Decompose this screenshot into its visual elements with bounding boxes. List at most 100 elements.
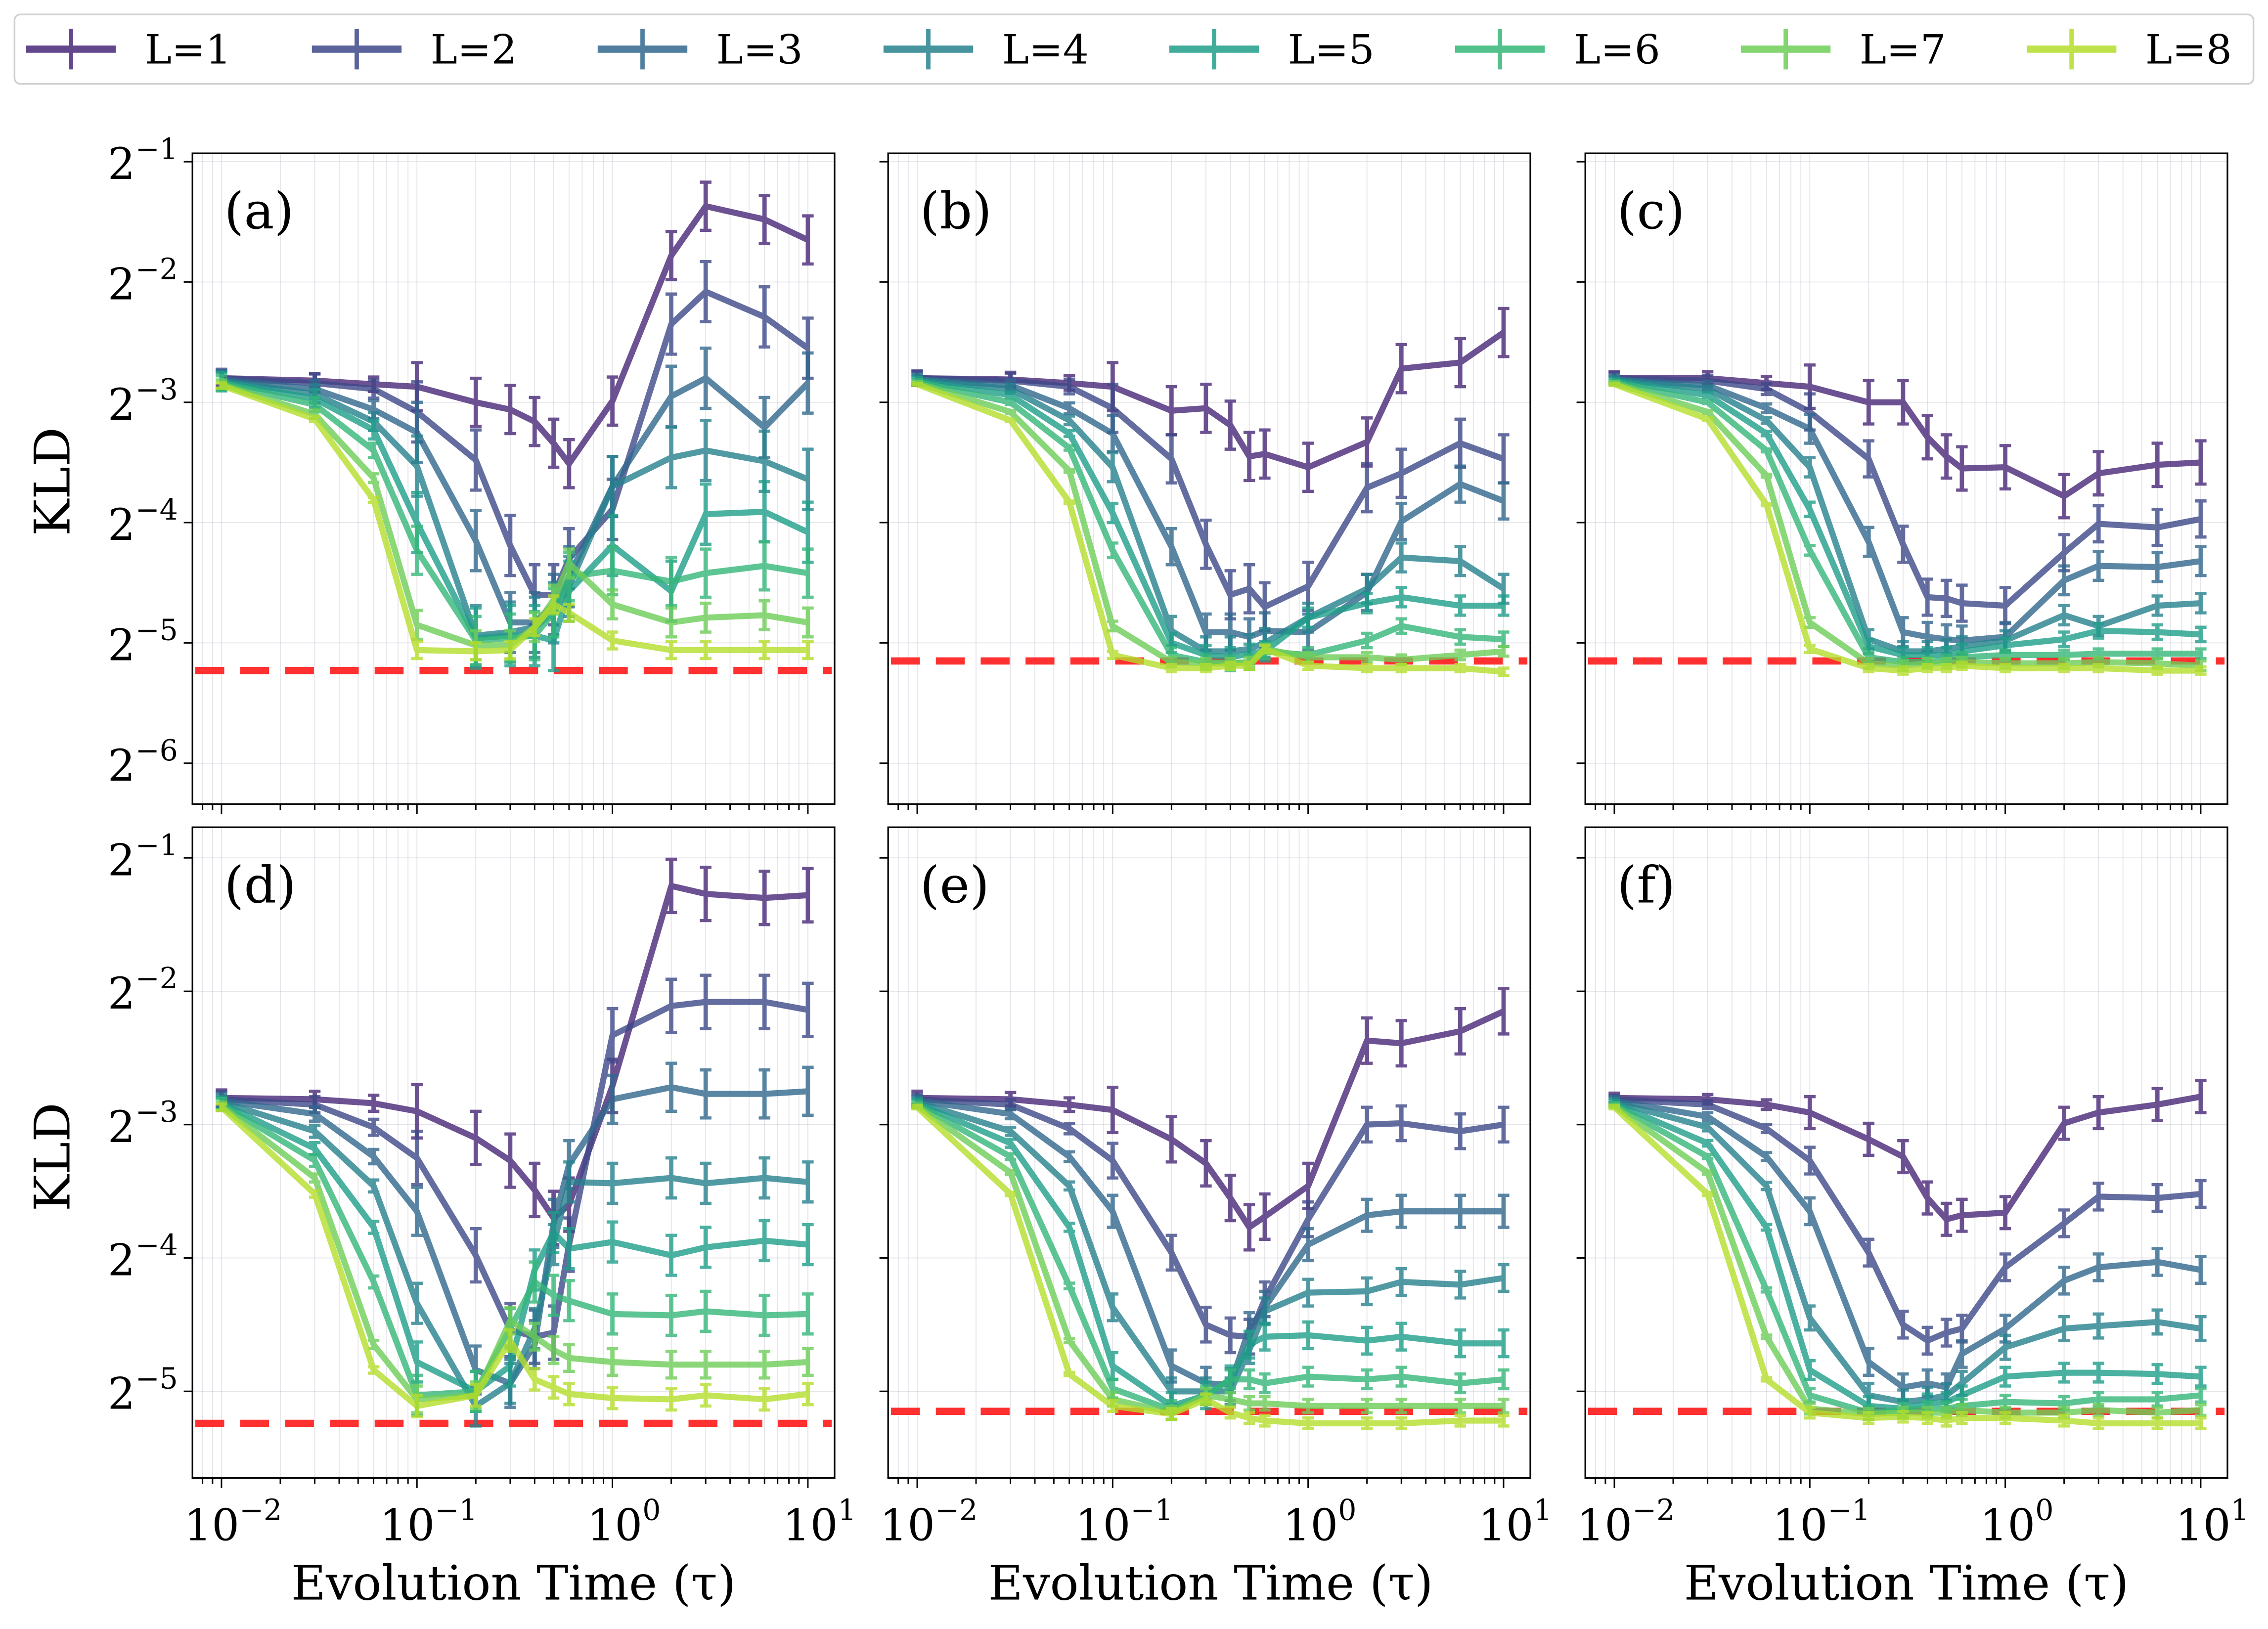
errorbar	[1361, 1276, 1373, 1307]
errorbar	[1760, 382, 1773, 396]
errorbar	[1004, 1125, 1017, 1137]
errorbar	[1361, 1016, 1373, 1065]
errorbar	[700, 1383, 712, 1408]
panel-c: (c)	[1576, 152, 2228, 814]
errorbar	[2151, 1183, 2163, 1213]
errorbar	[309, 415, 321, 424]
errorbar	[367, 1147, 380, 1166]
errorbar	[1498, 987, 1510, 1036]
errorbar	[1224, 399, 1237, 451]
series-L1	[1608, 1079, 2207, 1237]
errorbar	[1107, 451, 1119, 484]
errorbar	[1165, 662, 1178, 674]
errorbar	[367, 378, 380, 400]
errorbar	[411, 525, 423, 576]
errorbar	[1804, 1406, 1816, 1420]
errorbar	[1701, 1153, 1714, 1160]
errorbar	[758, 1293, 770, 1337]
legend-label: L=7	[1860, 27, 1946, 74]
errorbar	[700, 347, 712, 410]
errorbar	[1760, 1098, 1773, 1111]
errorbar	[1804, 1095, 1816, 1131]
series-line	[915, 1105, 1504, 1427]
x-tick-label: 100	[587, 1493, 661, 1550]
errorbar	[529, 1260, 540, 1304]
errorbar	[1259, 1395, 1271, 1412]
errorbar	[1498, 645, 1510, 658]
errorbar	[1454, 594, 1466, 617]
errorbar	[1063, 1222, 1075, 1233]
panel-d: 2−1 2−2 2−3 2−4 2−5 10−2 10−1 100 101 (d)	[108, 826, 856, 1550]
errorbar	[758, 973, 770, 1030]
errorbar	[1804, 644, 1816, 655]
errorbar	[1200, 1392, 1212, 1407]
errorbar	[1395, 541, 1407, 574]
errorbar	[1454, 1413, 1466, 1428]
errorbar	[470, 1383, 482, 1408]
errorbar	[911, 381, 923, 387]
panel-label: (a)	[224, 182, 294, 241]
plot-frame	[1584, 152, 2228, 805]
errorbar	[1004, 1190, 1017, 1197]
errorbar	[1760, 1151, 1773, 1162]
errorbar	[411, 1281, 423, 1325]
errorbar	[2151, 1363, 2163, 1385]
x-tick-label: 10−2	[880, 1493, 978, 1550]
errorbar	[367, 1365, 380, 1375]
errorbar	[470, 376, 482, 428]
errorbar	[309, 1172, 321, 1184]
errorbar	[2092, 550, 2104, 582]
errorbar	[1243, 431, 1255, 483]
errorbar	[470, 428, 482, 492]
errorbar	[563, 603, 575, 623]
errorbar	[1063, 429, 1075, 439]
errorbar	[1063, 1180, 1075, 1192]
errorbar	[1361, 1368, 1373, 1391]
x-axis-label-a: Evolution Time (τ)	[291, 1555, 736, 1611]
errorbar	[1395, 1193, 1407, 1229]
errorbar	[1804, 456, 1816, 479]
errorbar	[758, 1156, 770, 1200]
errorbar	[309, 1123, 321, 1139]
errorbar	[606, 1220, 619, 1264]
errorbar	[504, 514, 516, 577]
errorbar	[1863, 1237, 1875, 1268]
errorbar	[1940, 1318, 1953, 1348]
errorbar	[2195, 625, 2207, 644]
errorbar	[470, 509, 482, 572]
legend-item	[1169, 29, 1259, 70]
errorbar	[1395, 617, 1407, 635]
panel-e: 10−2 10−1 100 101 (e)	[879, 826, 1552, 1550]
series-line	[916, 1101, 1504, 1409]
errorbar	[665, 1293, 677, 1337]
errorbar	[1107, 1193, 1119, 1229]
errorbar	[1243, 1203, 1255, 1252]
errorbar	[2151, 1416, 2163, 1431]
legend-item	[1455, 29, 1545, 70]
errorbar	[529, 1367, 540, 1392]
errorbar	[367, 1094, 380, 1113]
errorbar	[1760, 430, 1773, 438]
errorbar	[1004, 1169, 1017, 1177]
errorbar	[1956, 1339, 1968, 1369]
errorbar	[1361, 662, 1373, 674]
errorbar	[665, 292, 677, 356]
errorbar	[911, 1104, 923, 1111]
errorbar	[1956, 1411, 1968, 1425]
series-line	[221, 999, 808, 1340]
series-line	[917, 377, 1504, 660]
errorbar	[2195, 1255, 2207, 1285]
errorbar	[1999, 1252, 2011, 1282]
errorbar	[758, 540, 770, 592]
errorbar	[1701, 1139, 1714, 1148]
series-line	[1614, 1096, 2201, 1344]
errorbar	[367, 472, 380, 484]
errorbar	[1999, 444, 2011, 491]
errorbar	[700, 1161, 712, 1205]
legend-item	[311, 29, 402, 70]
errorbar	[367, 441, 380, 459]
errorbar	[1760, 402, 1773, 414]
errorbar	[1063, 499, 1075, 505]
errorbar	[1863, 439, 1875, 479]
errorbar	[1165, 433, 1178, 484]
